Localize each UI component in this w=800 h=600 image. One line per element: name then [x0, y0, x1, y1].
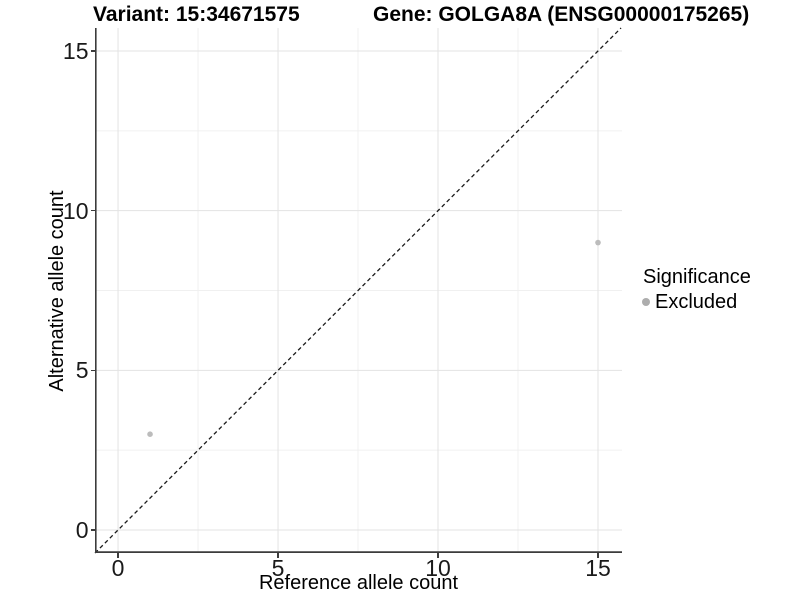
legend-title: Significance: [643, 266, 751, 288]
plot-title-gene: Gene: GOLGA8A (ENSG00000175265): [373, 3, 750, 26]
y-tick-label: 0: [75, 517, 89, 543]
y-tick-label: 15: [62, 37, 89, 64]
legend: Significance Excluded: [636, 265, 751, 314]
y-tick-label: 10: [62, 197, 89, 224]
excluded-point-icon: [642, 298, 650, 306]
legend-item-excluded: Excluded: [636, 290, 751, 314]
x-tick-mark: [117, 553, 119, 558]
x-tick-label: 0: [111, 555, 125, 581]
x-tick-mark: [277, 553, 279, 558]
identity-line: [94, 27, 622, 554]
y-tick-mark: [90, 369, 95, 371]
x-tick-label: 15: [585, 555, 611, 581]
data-point: [147, 431, 153, 438]
plot-area: [94, 27, 622, 554]
plot-panel: [94, 27, 622, 554]
y-tick-label: 5: [75, 357, 89, 384]
y-tick-mark: [90, 210, 95, 212]
plot-title-variant: Variant: 15:34671575: [93, 3, 300, 26]
legend-item-label: Excluded: [655, 291, 738, 313]
x-tick-label: 5: [271, 555, 285, 581]
x-tick-mark: [437, 553, 439, 558]
data-point: [595, 239, 601, 246]
y-tick-mark: [90, 50, 95, 52]
x-tick-mark: [597, 553, 599, 558]
y-tick-mark: [90, 529, 95, 531]
x-tick-label: 10: [425, 555, 451, 581]
x-axis-title: Reference allele count: [258, 572, 458, 594]
